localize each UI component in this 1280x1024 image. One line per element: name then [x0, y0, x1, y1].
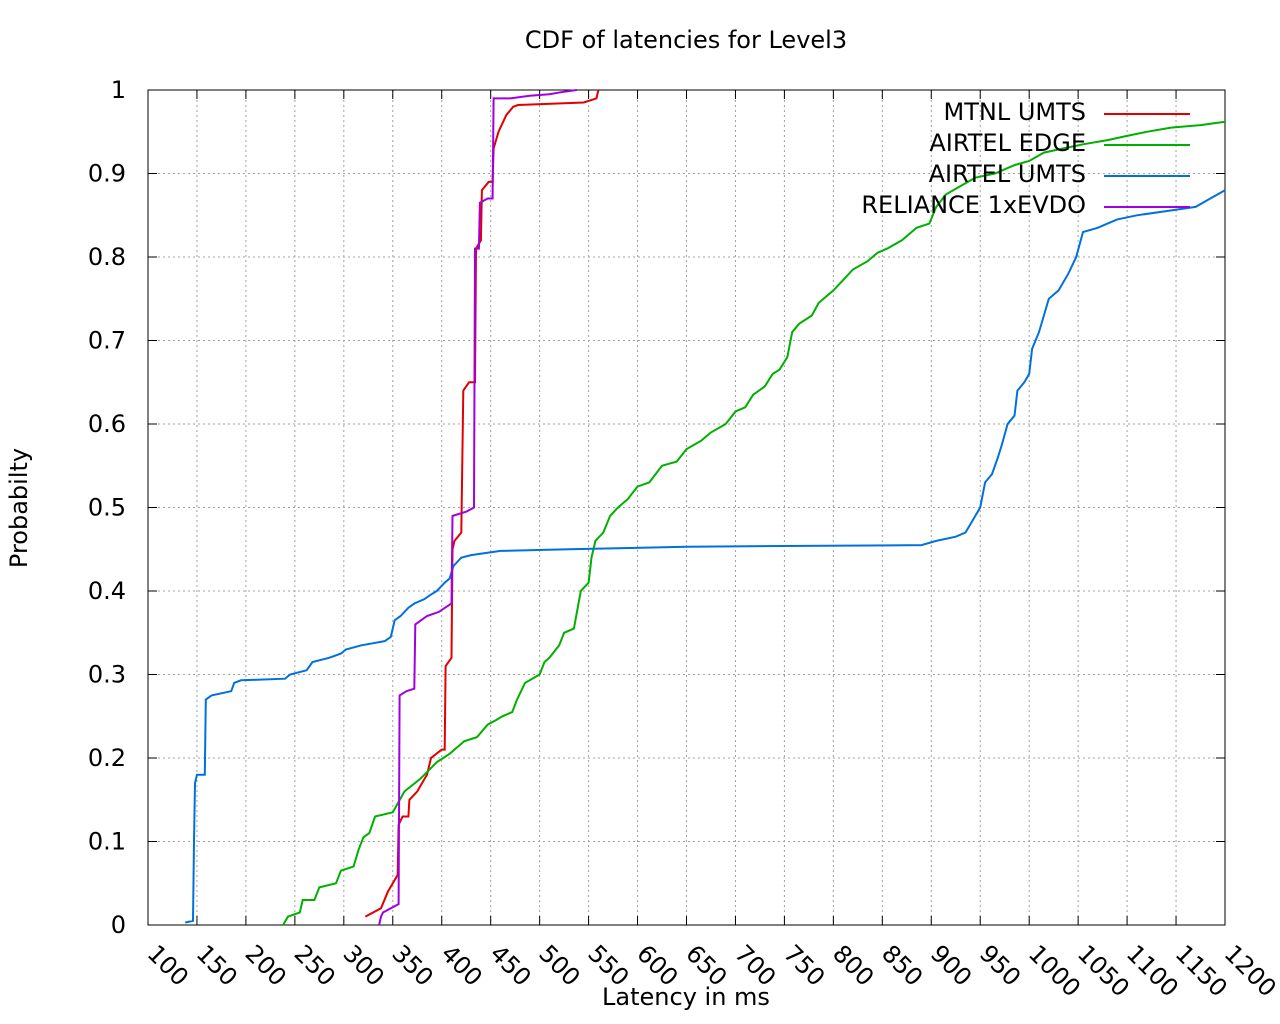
x-tick-label: 950: [974, 939, 1026, 991]
x-tick-label: 250: [289, 939, 341, 991]
chart-title: CDF of latencies for Level3: [525, 26, 847, 54]
y-axis-label: Probabilty: [5, 448, 33, 568]
y-tick-label: 0.7: [88, 327, 126, 355]
x-tick-label: 1150: [1170, 939, 1233, 1002]
y-tick-label: 0.9: [88, 160, 126, 188]
x-tick-label: 1100: [1121, 939, 1184, 1002]
y-tick-label: 1: [111, 76, 126, 104]
y-axis-ticks: 0 0.1 0.2 0.3 0.4 0.5 0.6 0.7 0.8 0.9 1: [88, 76, 1225, 939]
x-tick-label: 1000: [1023, 939, 1086, 1002]
x-tick-label: 100: [142, 939, 194, 991]
x-tick-label: 1200: [1219, 939, 1280, 1002]
legend-label-mtnl-umts: MTNL UMTS: [944, 98, 1087, 126]
grid-lines: [148, 90, 1225, 925]
series-line-reliance-1xevdo: [378, 89, 577, 926]
x-tick-label: 400: [435, 939, 487, 991]
y-tick-label: 0.8: [88, 243, 126, 271]
legend: MTNL UMTS AIRTEL EDGE AIRTEL UMTS RELIANCE …: [861, 98, 1190, 219]
x-tick-label: 850: [876, 939, 928, 991]
x-tick-label: 300: [338, 939, 390, 991]
y-tick-label: 0: [111, 911, 126, 939]
series-line-mtnl-umts: [364, 89, 600, 918]
x-tick-label: 800: [827, 939, 879, 991]
series-line-airtel-edge: [282, 120, 1226, 926]
series-line-airtel-umts: [184, 189, 1226, 924]
x-tick-label: 450: [484, 939, 536, 991]
y-tick-label: 0.2: [88, 744, 126, 772]
x-tick-label: 1050: [1072, 939, 1135, 1002]
y-tick-label: 0.3: [88, 661, 126, 689]
series-lines: [184, 89, 1226, 926]
x-axis-label: Latency in ms: [602, 983, 770, 1011]
y-tick-label: 0.5: [88, 494, 126, 522]
x-tick-label: 500: [533, 939, 585, 991]
x-tick-label: 750: [778, 939, 830, 991]
legend-label-reliance-1xevdo: RELIANCE 1xEVDO: [861, 191, 1086, 219]
x-tick-label: 200: [240, 939, 292, 991]
y-tick-label: 0.4: [88, 577, 126, 605]
legend-label-airtel-edge: AIRTEL EDGE: [929, 129, 1086, 157]
x-tick-label: 150: [191, 939, 243, 991]
y-tick-label: 0.1: [88, 828, 126, 856]
x-tick-label: 900: [925, 939, 977, 991]
x-tick-label: 350: [387, 939, 439, 991]
legend-label-airtel-umts: AIRTEL UMTS: [929, 160, 1086, 188]
y-tick-label: 0.6: [88, 410, 126, 438]
